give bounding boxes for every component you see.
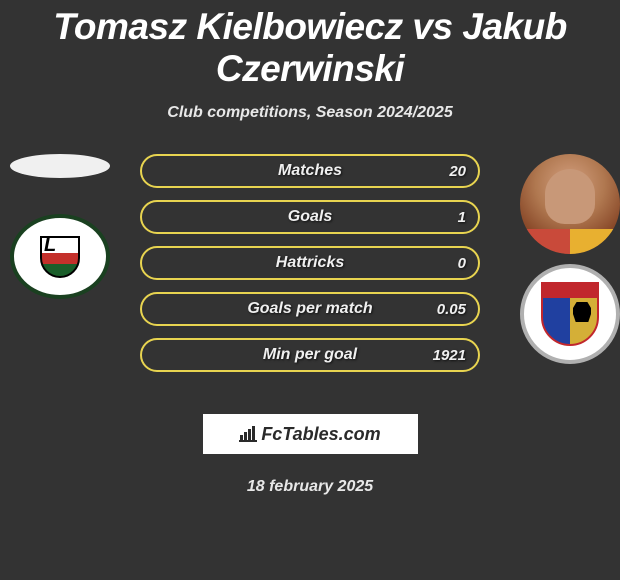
- chart-icon: [239, 426, 257, 442]
- stat-label: Hattricks: [276, 254, 344, 272]
- branding-box[interactable]: FcTables.com: [203, 414, 418, 454]
- player-left-column: [10, 154, 110, 299]
- branding-text: FcTables.com: [239, 424, 380, 445]
- page-title: Tomasz Kielbowiecz vs Jakub Czerwinski: [0, 0, 620, 90]
- stat-row-goals: Goals 1: [140, 200, 480, 234]
- player-right-club-badge: [520, 264, 620, 364]
- stat-row-matches: Matches 20: [140, 154, 480, 188]
- date-text: 18 february 2025: [0, 478, 620, 496]
- player-left-club-badge: [10, 214, 110, 299]
- subtitle: Club competitions, Season 2024/2025: [0, 104, 620, 122]
- stat-value-right: 1: [458, 209, 466, 226]
- stat-value-right: 1921: [433, 347, 466, 364]
- player-right-column: [520, 154, 620, 364]
- stat-row-goals-per-match: Goals per match 0.05: [140, 292, 480, 326]
- stat-label: Goals: [288, 208, 332, 226]
- branding-label: FcTables.com: [261, 424, 380, 445]
- stats-list: Matches 20 Goals 1 Hattricks 0 Goals per…: [140, 154, 480, 384]
- comparison-content: Matches 20 Goals 1 Hattricks 0 Goals per…: [0, 154, 620, 404]
- stat-value-right: 20: [449, 163, 466, 180]
- stat-row-min-per-goal: Min per goal 1921: [140, 338, 480, 372]
- stat-label: Matches: [278, 162, 342, 180]
- piast-shield-icon: [541, 282, 599, 346]
- stat-value-right: 0.05: [437, 301, 466, 318]
- legia-shield-icon: [40, 236, 80, 278]
- stat-label: Min per goal: [263, 346, 357, 364]
- stat-value-right: 0: [458, 255, 466, 272]
- stat-row-hattricks: Hattricks 0: [140, 246, 480, 280]
- stat-label: Goals per match: [247, 300, 372, 318]
- player-left-avatar-placeholder: [10, 154, 110, 178]
- player-right-avatar: [520, 154, 620, 254]
